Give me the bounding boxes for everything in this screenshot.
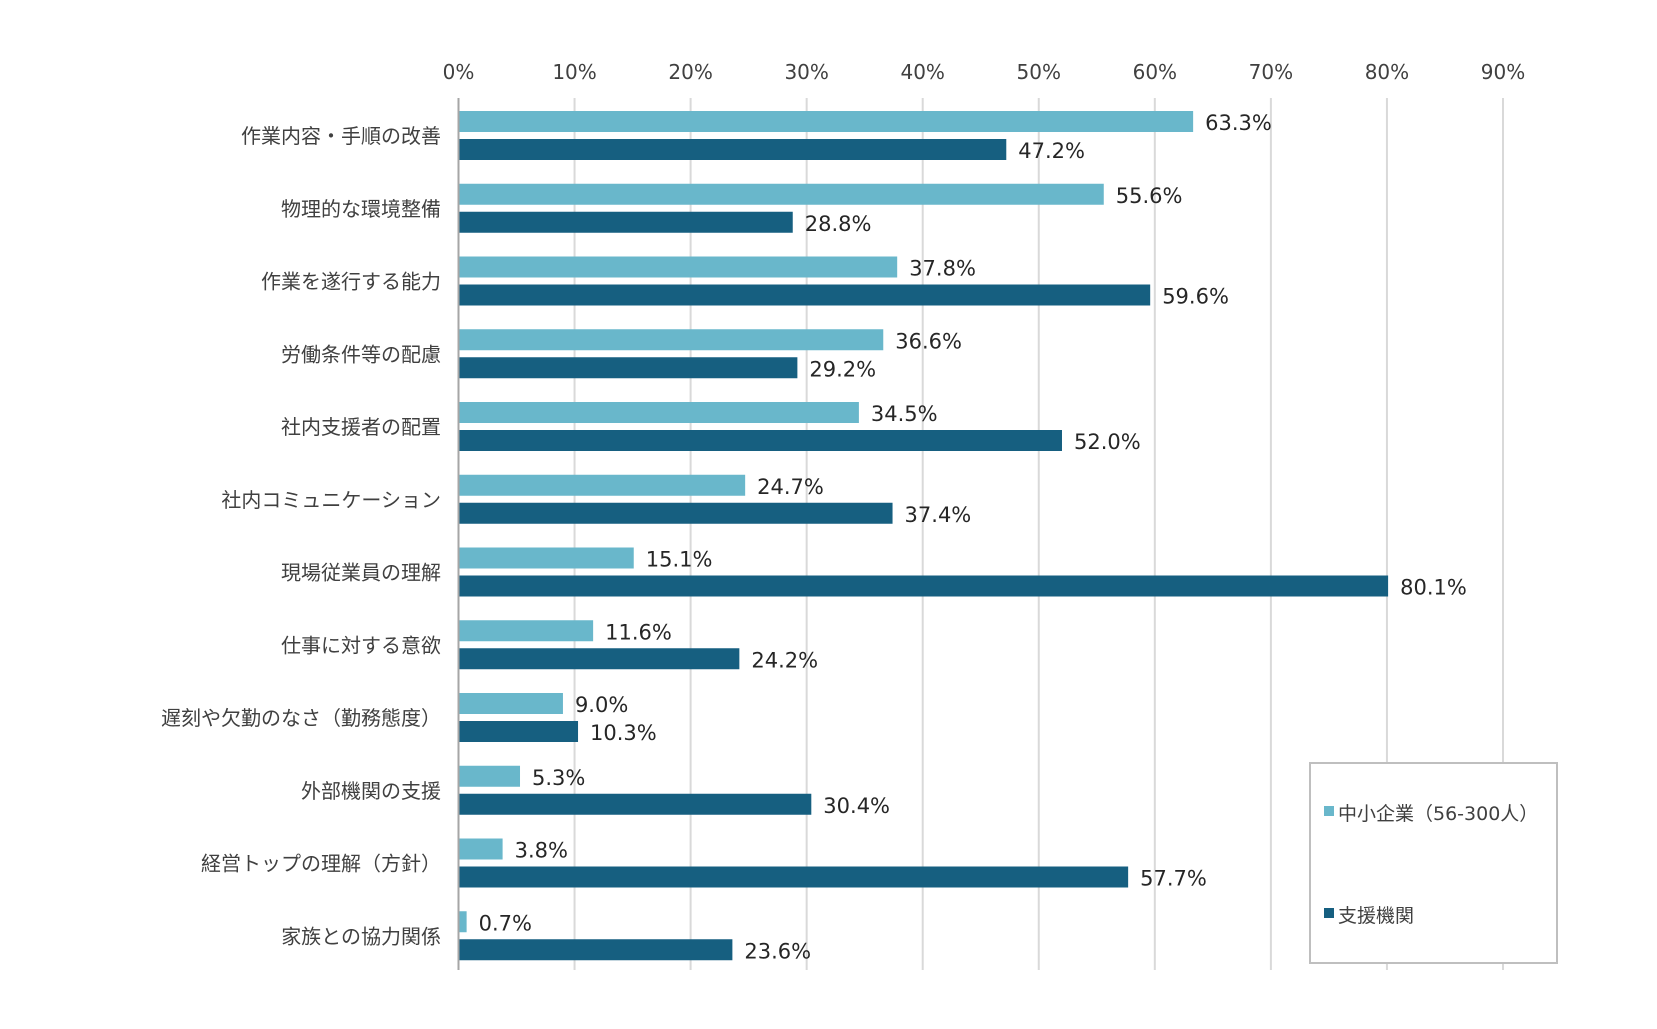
data-label: 28.8% xyxy=(805,212,872,236)
data-label: 57.7% xyxy=(1140,867,1207,891)
x-axis-ticks: 0% 10% 20% 30% 40% 50% 60% 70% 80% 90% xyxy=(443,60,1526,84)
bar-sme xyxy=(459,620,594,642)
bar-sme xyxy=(459,547,634,569)
x-tick-label: 40% xyxy=(900,60,944,84)
legend-label: 支援機関 xyxy=(1338,905,1414,927)
data-label: 37.4% xyxy=(905,503,972,527)
bar-sme xyxy=(459,329,884,351)
bar-sme xyxy=(459,693,563,714)
category-label: 遅刻や欠勤のなさ（勤務態度） xyxy=(161,706,441,730)
data-label: 24.2% xyxy=(751,648,818,672)
category-label: 家族との協力関係 xyxy=(281,924,441,948)
bar-support-agency xyxy=(459,502,893,524)
bar-support-agency xyxy=(459,284,1151,306)
data-label: 36.6% xyxy=(895,329,962,353)
data-label: 63.3% xyxy=(1205,111,1272,135)
data-label: 0.7% xyxy=(479,911,532,935)
category-label: 経営トップの理解（方針） xyxy=(201,852,441,876)
bar-sme xyxy=(459,911,467,933)
bar-support-agency xyxy=(459,648,740,670)
bars: 63.3% 47.2% 55.6% 28.8% 37.8% 59.6% 36.6% 29.2%… xyxy=(459,111,1467,963)
legend-swatch xyxy=(1324,908,1334,918)
bar-support-agency xyxy=(459,139,1007,160)
category-label: 仕事に対する意欲 xyxy=(281,633,441,657)
x-tick-label: 30% xyxy=(784,60,828,84)
bar-support-agency xyxy=(459,211,793,233)
bar-sme xyxy=(459,183,1104,205)
data-label: 23.6% xyxy=(744,939,811,963)
x-tick-label: 80% xyxy=(1365,60,1409,84)
data-label: 24.7% xyxy=(757,475,824,499)
legend-label: 中小企業（56-300人） xyxy=(1338,803,1538,825)
legend-swatch xyxy=(1324,806,1334,816)
data-label: 3.8% xyxy=(515,839,568,863)
bar-support-agency xyxy=(459,357,798,379)
x-tick-label: 0% xyxy=(443,60,475,84)
bar-sme xyxy=(459,402,859,423)
bar-support-agency xyxy=(459,575,1389,597)
bar-support-agency xyxy=(459,793,812,815)
data-label: 55.6% xyxy=(1116,184,1183,208)
legend-box xyxy=(1309,762,1558,964)
bar-sme xyxy=(459,765,521,787)
x-tick-label: 70% xyxy=(1249,60,1293,84)
bar-sme xyxy=(459,838,503,860)
bar-sme xyxy=(459,256,898,278)
data-label: 29.2% xyxy=(809,357,876,381)
bar-sme xyxy=(459,474,746,496)
category-label: 外部機関の支援 xyxy=(301,779,441,803)
bar-support-agency xyxy=(459,721,579,742)
category-label: 作業を遂行する能力 xyxy=(261,270,441,294)
category-label: 社内コミュニケーション xyxy=(221,488,441,512)
x-tick-label: 10% xyxy=(552,60,596,84)
data-label: 47.2% xyxy=(1018,139,1085,163)
category-label: 労働条件等の配慮 xyxy=(281,342,441,366)
x-tick-label: 50% xyxy=(1017,60,1061,84)
category-label: 物理的な環境整備 xyxy=(281,197,441,221)
category-label: 社内支援者の配置 xyxy=(281,415,441,439)
data-label: 11.6% xyxy=(605,620,672,644)
data-label: 34.5% xyxy=(871,402,938,426)
data-label: 37.8% xyxy=(909,257,976,281)
bar-support-agency xyxy=(459,939,733,961)
gridlines xyxy=(573,98,1504,970)
data-label: 80.1% xyxy=(1400,576,1467,600)
category-label: 現場従業員の理解 xyxy=(281,561,441,585)
data-label: 5.3% xyxy=(532,766,585,790)
x-tick-label: 90% xyxy=(1481,60,1525,84)
category-label: 作業内容・手順の改善 xyxy=(241,124,441,148)
data-label: 9.0% xyxy=(575,693,628,717)
x-tick-label: 20% xyxy=(668,60,712,84)
x-tick-label: 60% xyxy=(1133,60,1177,84)
bar-sme xyxy=(459,111,1194,132)
category-labels: 作業内容・手順の改善物理的な環境整備作業を遂行する能力労働条件等の配慮社内支援者… xyxy=(161,124,441,948)
data-label: 30.4% xyxy=(823,794,890,818)
bar-support-agency xyxy=(459,430,1062,451)
bar-support-agency xyxy=(459,866,1129,888)
legend: 中小企業（56-300人） 支援機関 xyxy=(1309,762,1558,964)
data-label: 10.3% xyxy=(590,721,657,745)
data-label: 52.0% xyxy=(1074,430,1141,454)
data-label: 15.1% xyxy=(646,548,713,572)
data-label: 59.6% xyxy=(1162,285,1229,309)
